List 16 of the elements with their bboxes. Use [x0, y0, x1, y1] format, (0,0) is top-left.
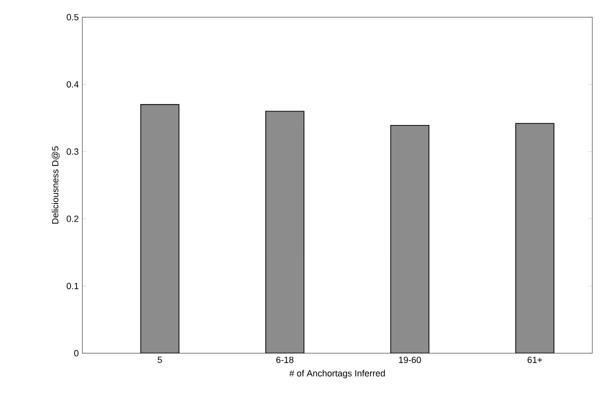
y-tick-label: 0.2 — [66, 216, 78, 222]
x-tick-label: 61+ — [528, 356, 542, 363]
x-tick-label: 19-60 — [399, 356, 421, 363]
y-axis-title: Deliciousness D@5 — [52, 146, 60, 224]
y-tick-label: 0.3 — [66, 148, 78, 155]
y-tick-label: 0.1 — [66, 282, 78, 290]
y-tick-label: 0.5 — [66, 14, 78, 20]
x-axis-title: # of Anchortags Inferred — [289, 370, 385, 378]
bar — [390, 124, 430, 354]
x-tick-label: 6-18 — [276, 356, 294, 363]
y-tick-label: 0.4 — [66, 81, 79, 88]
x-tick-label: 5 — [158, 356, 162, 363]
bar — [265, 110, 304, 354]
y-tick-label: 0 — [74, 350, 78, 356]
bar — [515, 122, 554, 354]
bar — [140, 104, 180, 354]
